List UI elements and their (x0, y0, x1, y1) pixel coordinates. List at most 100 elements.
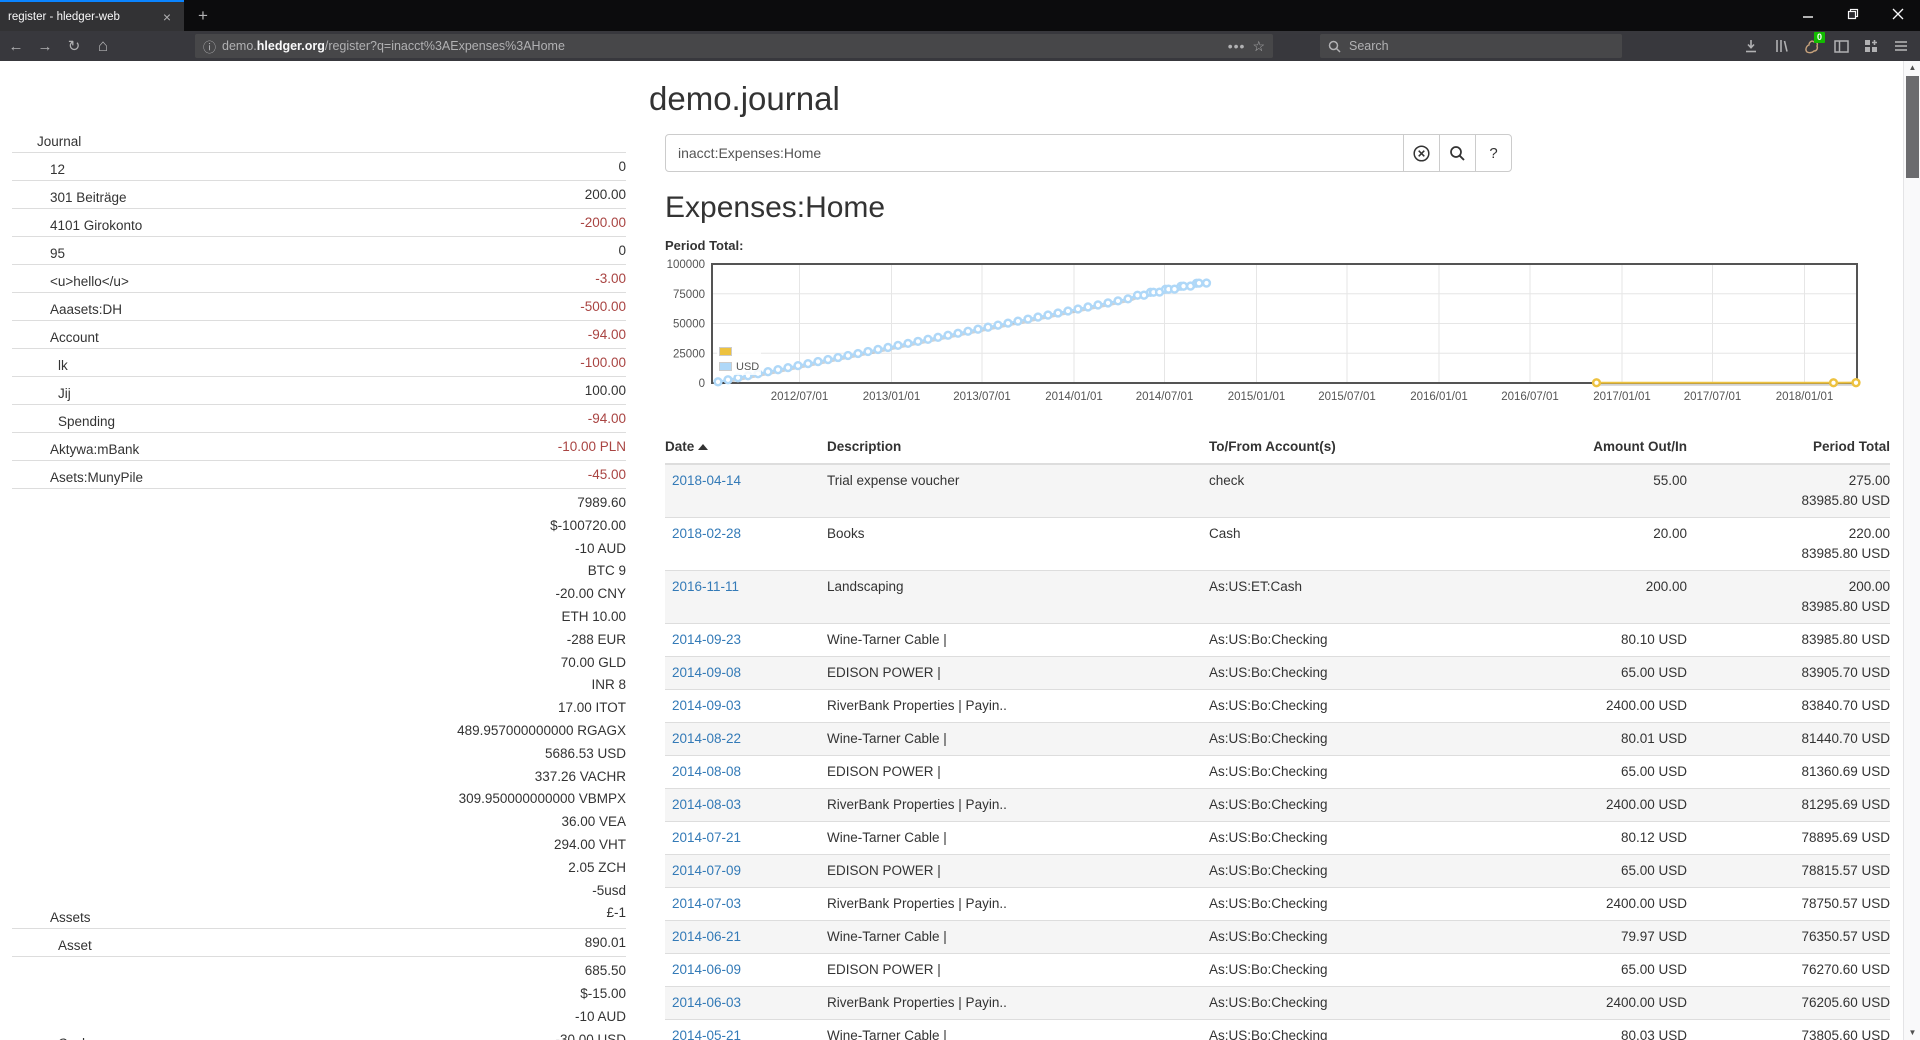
transaction-date-link[interactable]: 2014-09-08 (672, 665, 742, 680)
period-total-line: 81295.69 USD (1801, 797, 1890, 812)
account-balance: -3.00 (129, 268, 626, 289)
transaction-date-link[interactable]: 2014-07-09 (672, 863, 742, 878)
window-restore-button[interactable] (1830, 0, 1875, 28)
screenshots-grid-button[interactable] (1856, 34, 1886, 58)
transaction-date-link[interactable]: 2014-06-03 (672, 995, 742, 1010)
transaction-date-link[interactable]: 2014-09-23 (672, 632, 742, 647)
sidebar-toggle-button[interactable] (1826, 34, 1856, 58)
page-actions-icon[interactable]: ••• (1227, 38, 1246, 54)
period-total: 78895.69 USD (1687, 821, 1890, 855)
account-balance: 200.00 (127, 184, 626, 205)
register-row: 2018-02-28 Books Cash 20.00 220.00 83985.80 U… (665, 517, 1890, 571)
library-button[interactable] (1766, 34, 1796, 58)
balance-value: -94.00 (587, 411, 626, 426)
account-link[interactable]: Account (50, 330, 99, 345)
period-total-line: 76350.57 USD (1801, 929, 1890, 944)
window-close-button[interactable] (1875, 0, 1920, 28)
account-link[interactable]: Aaasets:DH (50, 302, 123, 317)
help-button[interactable]: ? (1475, 134, 1512, 172)
transaction-description: Wine-Tarner Cable | (827, 623, 1209, 657)
transaction-date-link[interactable]: 2018-02-28 (672, 526, 742, 541)
window-minimize-button[interactable] (1785, 0, 1830, 28)
transaction-date-link[interactable]: 2014-08-08 (672, 764, 742, 779)
account-link[interactable]: 301 Beiträge (50, 190, 127, 205)
transaction-account: As:US:Bo:Checking (1209, 689, 1490, 723)
menu-button[interactable] (1886, 34, 1916, 58)
transaction-date-link[interactable]: 2014-06-09 (672, 962, 742, 977)
transaction-date-link[interactable]: 2014-09-03 (672, 698, 742, 713)
account-link[interactable]: Asets:MunyPile (50, 470, 144, 485)
query-input[interactable] (665, 134, 1404, 172)
account-balance: -500.00 (122, 296, 626, 317)
register-header-row: Date Description To/From Account(s) Amount … (665, 435, 1890, 465)
register-table: Date Description To/From Account(s) Amount … (665, 435, 1890, 1040)
forward-button[interactable]: → (32, 34, 58, 58)
account-link[interactable]: Jij (58, 386, 71, 401)
home-button[interactable]: ⌂ (90, 34, 116, 58)
new-tab-button[interactable]: + (198, 6, 208, 25)
sidebar-journal-link[interactable]: Journal (12, 131, 626, 153)
period-total: 78750.57 USD (1687, 887, 1890, 921)
page-scrollbar[interactable]: ▲ ▼ (1903, 61, 1920, 1040)
browser-tab[interactable]: register - hledger-web × (0, 0, 184, 31)
column-header-period-total[interactable]: Period Total (1687, 435, 1890, 465)
amount-out-in: 2400.00 USD (1490, 887, 1687, 921)
amount-out-in: 80.10 USD (1490, 623, 1687, 657)
account-balance: -10.00 PLN (139, 436, 626, 457)
transaction-account: As:US:Bo:Checking (1209, 722, 1490, 756)
transaction-account: As:US:Bo:Checking (1209, 1019, 1490, 1040)
scroll-down-icon[interactable]: ▼ (1908, 1028, 1917, 1037)
scroll-up-icon[interactable]: ▲ (1908, 63, 1917, 72)
home-icon: ⌂ (97, 36, 109, 55)
balance-value: INR 8 (591, 677, 626, 693)
account-link[interactable]: Asset (58, 938, 92, 954)
account-link[interactable]: Spending (58, 414, 116, 429)
clear-query-button[interactable] (1403, 134, 1440, 172)
transaction-date-link[interactable]: 2014-07-21 (672, 830, 742, 845)
balance-value: 17.00 ITOT (557, 700, 626, 716)
back-icon: ← (8, 37, 24, 55)
clear-circle-x-icon (1413, 144, 1430, 162)
submit-search-button[interactable] (1439, 134, 1476, 172)
legend-entry (719, 344, 759, 359)
transaction-date-link[interactable]: 2014-07-03 (672, 896, 742, 911)
account-link[interactable]: 95 (50, 246, 66, 261)
transaction-date-link[interactable]: 2014-05-21 (672, 1028, 742, 1040)
sidebar-account-row: Jij 100.00 (12, 377, 626, 405)
account-link[interactable]: <u>hello</u> (50, 274, 129, 289)
reload-button[interactable]: ↻ (61, 34, 87, 58)
account-balance: 890.01 (92, 932, 626, 953)
transaction-date-link[interactable]: 2014-06-21 (672, 929, 742, 944)
site-info-icon[interactable]: ⓘ (203, 39, 217, 55)
tab-close-icon[interactable]: × (162, 8, 172, 25)
transaction-date-link[interactable]: 2016-11-11 (672, 579, 740, 594)
svg-text:100000: 100000 (667, 259, 705, 271)
balance-value: -10.00 PLN (557, 439, 626, 454)
bookmark-star-icon[interactable]: ☆ (1252, 37, 1265, 54)
back-button[interactable]: ← (3, 34, 29, 58)
account-link[interactable]: Cash (12, 1036, 90, 1040)
account-link[interactable]: Assets (50, 910, 91, 926)
extension-button[interactable]: 0 (1796, 32, 1826, 58)
transaction-account: As:US:Bo:Checking (1209, 788, 1490, 822)
browser-search-bar[interactable]: Search (1320, 34, 1622, 58)
column-header-to-from-account-s-[interactable]: To/From Account(s) (1209, 435, 1490, 465)
transaction-date-link[interactable]: 2014-08-03 (672, 797, 742, 812)
column-header-amount-out-in[interactable]: Amount Out/In (1490, 435, 1687, 465)
column-header-description[interactable]: Description (827, 435, 1209, 465)
balance-value: -10 AUD (574, 540, 626, 556)
column-header-date[interactable]: Date (665, 435, 827, 465)
balance-value: 5686.53 USD (544, 745, 626, 761)
url-bar[interactable]: ⓘ demo.hledger.org/register?q=inacct%3AE… (195, 34, 1273, 58)
scrollbar-thumb[interactable] (1906, 76, 1919, 178)
downloads-button[interactable] (1736, 34, 1766, 58)
journal-link-label[interactable]: Journal (37, 134, 82, 149)
account-link[interactable]: lk (58, 358, 68, 373)
balance-value: 200.00 (584, 187, 626, 202)
account-link[interactable]: 12 (50, 162, 66, 177)
svg-text:2014/07/01: 2014/07/01 (1136, 391, 1194, 403)
account-link[interactable]: 4101 Girokonto (50, 218, 143, 233)
transaction-date-link[interactable]: 2018-04-14 (672, 473, 742, 488)
account-link[interactable]: Aktywa:mBank (50, 442, 140, 457)
transaction-date-link[interactable]: 2014-08-22 (672, 731, 742, 746)
